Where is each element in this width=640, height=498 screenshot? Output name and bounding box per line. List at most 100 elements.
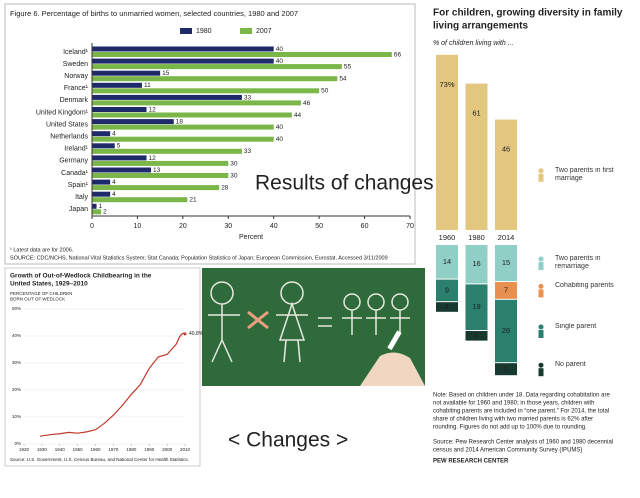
label: Two parents in first marriage bbox=[555, 166, 614, 182]
x-tick-label: 1950 bbox=[73, 447, 84, 452]
segment bbox=[495, 119, 517, 230]
bar bbox=[92, 46, 274, 52]
value-label: 5 bbox=[504, 364, 508, 373]
value-label: 40 bbox=[276, 136, 284, 143]
bar bbox=[92, 148, 242, 154]
value-label: 26 bbox=[502, 326, 510, 335]
value-label: 18 bbox=[176, 119, 184, 126]
label: Two parents in remarriage bbox=[555, 255, 601, 271]
value-label: 9 bbox=[445, 285, 449, 294]
title: United States, 1929–2010 bbox=[10, 281, 88, 288]
x-tick-label: 2014 bbox=[498, 233, 515, 242]
x-axis-label: Percent bbox=[239, 234, 263, 241]
y-tick-label: 10% bbox=[12, 414, 21, 419]
bar bbox=[92, 179, 111, 185]
note: rounding. Figures do not add up to 100% … bbox=[433, 425, 587, 431]
x-tick-label: 10 bbox=[134, 223, 142, 230]
title: Figure 6. Percentage of births to unmarr… bbox=[10, 9, 298, 18]
value-label: 33 bbox=[244, 148, 252, 155]
x-tick-label: 1930 bbox=[37, 447, 48, 452]
category-label: France¹ bbox=[64, 85, 89, 92]
label-box: No parent bbox=[555, 361, 586, 369]
label: Single parent bbox=[555, 323, 597, 330]
end-point bbox=[183, 332, 187, 336]
value-label: 12 bbox=[149, 106, 157, 113]
value-label: 4 bbox=[474, 331, 478, 340]
label-box: Single parent bbox=[555, 323, 597, 330]
bar bbox=[92, 70, 161, 76]
y-tick-label: 20% bbox=[12, 387, 21, 392]
segment bbox=[436, 245, 458, 279]
bar bbox=[92, 191, 111, 197]
x-tick-label: 40 bbox=[270, 223, 278, 230]
bar bbox=[92, 197, 188, 203]
source: SOURCE: CDC/NCHS, National Vital Statist… bbox=[10, 255, 388, 261]
value-label: 19 bbox=[472, 302, 480, 311]
y-tick-label: 30% bbox=[12, 360, 21, 365]
legend-swatch bbox=[180, 28, 192, 34]
segment bbox=[436, 54, 458, 230]
segment bbox=[495, 282, 517, 299]
value-label: 21 bbox=[189, 197, 197, 204]
title: For children, growing diversity in famil… bbox=[433, 8, 623, 19]
line-panel bbox=[4, 267, 201, 467]
bar bbox=[92, 160, 229, 166]
value-label: 66 bbox=[394, 51, 402, 58]
category-label: Norway bbox=[64, 73, 88, 80]
bar bbox=[92, 203, 97, 209]
value-label: 2 bbox=[103, 209, 107, 216]
segment bbox=[436, 302, 458, 312]
category-label: Iceland¹ bbox=[63, 49, 89, 56]
bar bbox=[92, 136, 274, 142]
chalk bbox=[387, 330, 402, 351]
icon bbox=[538, 262, 544, 270]
category-label: United States bbox=[46, 121, 89, 128]
note: share of children living with two marrie… bbox=[433, 417, 593, 423]
segment bbox=[465, 245, 488, 284]
source: Source: U.S. Government, U.S. Census Bur… bbox=[10, 457, 189, 462]
bar bbox=[92, 112, 292, 118]
segment bbox=[495, 363, 517, 376]
label: Cohabiting parents bbox=[555, 282, 614, 290]
category-label: Netherlands bbox=[50, 134, 88, 141]
value-label: 73% bbox=[439, 80, 454, 89]
bar bbox=[92, 155, 147, 161]
line bbox=[40, 332, 186, 437]
title: living arrangements bbox=[433, 21, 528, 32]
x-tick-label: 30 bbox=[224, 223, 232, 230]
bar bbox=[92, 76, 338, 82]
category-label: United Kingdom¹ bbox=[36, 109, 89, 116]
label-box: Two parents in remarriage bbox=[555, 255, 601, 271]
caption: Results of changes bbox=[255, 172, 434, 195]
value-label: 13 bbox=[153, 167, 161, 174]
x-tick-label: 1960 bbox=[439, 233, 456, 242]
legend-swatch bbox=[240, 28, 252, 34]
value-label: 50 bbox=[321, 88, 329, 95]
value-label: 40 bbox=[276, 58, 284, 65]
x-tick-label: 70 bbox=[406, 223, 414, 230]
hand bbox=[360, 352, 425, 386]
bar bbox=[92, 58, 274, 64]
y-tick-label: 0% bbox=[14, 441, 21, 446]
y-axis-label: PERCENTAGE OF CHILDREN bbox=[10, 291, 72, 296]
value-label: 4 bbox=[112, 131, 116, 138]
value-label: 12 bbox=[149, 155, 157, 162]
x-tick-label: 20 bbox=[179, 223, 187, 230]
category-label: Canada¹ bbox=[61, 170, 89, 177]
label: No parent bbox=[555, 361, 586, 369]
x-tick-label: 50 bbox=[315, 223, 323, 230]
value-label: 28 bbox=[221, 185, 229, 192]
icon bbox=[538, 168, 544, 174]
y-axis-label: BORN OUT OF WEDLOCK bbox=[10, 297, 65, 302]
y-tick-label: 40% bbox=[12, 333, 21, 338]
chalk-heart bbox=[247, 310, 269, 330]
bar bbox=[92, 131, 111, 137]
label-box: Two parents in first marriage bbox=[555, 166, 614, 182]
note: not available for 1960 and 1980; in thos… bbox=[433, 401, 594, 407]
category-label: Italy bbox=[75, 194, 88, 201]
icon bbox=[538, 289, 544, 298]
label-box: Cohabiting parents bbox=[555, 282, 614, 290]
bar bbox=[92, 94, 242, 100]
bar bbox=[92, 173, 229, 178]
bar bbox=[92, 209, 102, 215]
